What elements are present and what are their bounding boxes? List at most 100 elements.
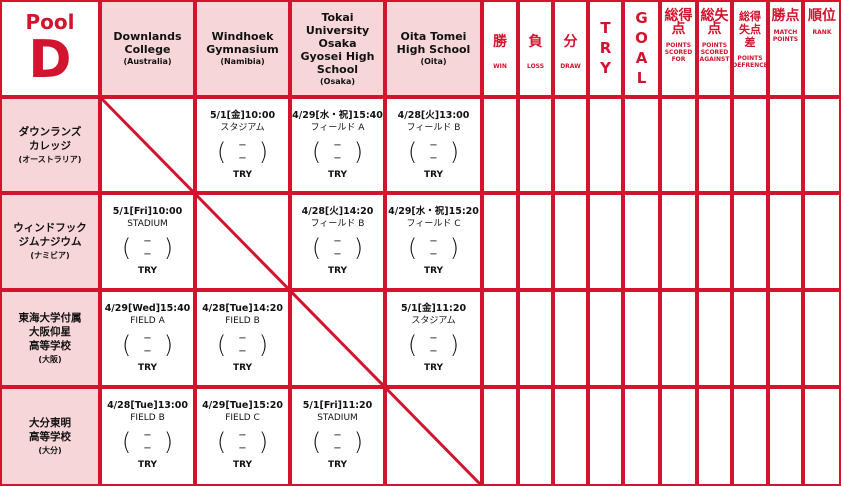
stat-cell (699, 99, 730, 191)
paren-open: ( (311, 138, 322, 166)
row-name: 大阪仰星 (29, 326, 71, 338)
stat-header: 勝点 MATCH POINTS (770, 2, 801, 95)
score: (− −) (122, 429, 173, 455)
match-date: 4/29[水・祝]15:20 (388, 206, 479, 217)
row-name: ウィンドフック (13, 222, 87, 234)
paren-close: ) (258, 138, 269, 166)
stat-header: 順位 RANK (805, 2, 839, 95)
paren-close: ) (353, 138, 364, 166)
stat-en: POINTS SCORED AGAINST (699, 42, 730, 63)
try-label: TRY (423, 170, 444, 180)
paren-open: ( (311, 234, 322, 262)
score-dashes: − − (238, 429, 246, 455)
dash: − (143, 430, 152, 441)
self-cell (197, 195, 288, 288)
stat-en: WIN (493, 63, 507, 70)
dash: − (333, 249, 342, 260)
score-dashes: − − (143, 235, 151, 261)
try-label: TRY (137, 460, 158, 470)
team-name: Windhoek Gymnasium (206, 30, 279, 56)
stat-header: 勝 WIN (484, 2, 516, 95)
dash: − (429, 153, 438, 164)
stat-cell (520, 389, 551, 484)
stat-cell (699, 195, 730, 288)
match-venue: FIELD B (130, 413, 165, 423)
try-label: TRY (232, 170, 253, 180)
match-venue: FIELD B (225, 316, 260, 326)
paren-close: ) (449, 138, 460, 166)
match-venue: STADIUM (317, 413, 358, 423)
stat-en: RANK (812, 29, 832, 36)
score: (− −) (408, 235, 459, 261)
dash: − (238, 443, 247, 454)
stat-cell (555, 292, 586, 385)
paren-open: ( (121, 428, 132, 456)
stat-cell (805, 195, 839, 288)
stat-header: 総失点 POINTS SCORED AGAINST (699, 2, 730, 95)
stat-cell (699, 292, 730, 385)
paren-close: ) (258, 331, 269, 359)
stat-kanji: 負 (528, 34, 543, 50)
dash: − (333, 430, 342, 441)
stat-header: 総得失点差 POINTS DEFRENCE (732, 2, 768, 95)
stat-header: GOAL (625, 2, 658, 95)
match-date: 4/28[Tue]13:00 (107, 400, 188, 411)
dash: − (429, 140, 438, 151)
score: (− −) (217, 429, 268, 455)
match-cell: 5/1[金]10:00 スタジアム(− −) TRY (197, 99, 288, 191)
stat-kanji: 総得失点差 (739, 10, 761, 49)
score-dashes: − − (429, 139, 437, 165)
score: (− −) (408, 139, 459, 165)
stat-kanji: 順位 (808, 8, 836, 24)
match-cell: 5/1[Fri]10:00 STADIUM(− −) TRY (102, 195, 193, 288)
dash: − (238, 430, 247, 441)
score: (− −) (408, 332, 459, 358)
team-header: Downlands College (Australia) (102, 2, 193, 95)
paren-close: ) (258, 428, 269, 456)
score: (− −) (312, 429, 363, 455)
self-cell (387, 389, 480, 484)
match-date: 5/1[Fri]10:00 (112, 206, 183, 217)
row-name: カレッジ (29, 139, 71, 152)
match-date: 4/29[水・祝]15:40 (292, 110, 383, 121)
stat-cell (484, 292, 516, 385)
dash: − (143, 346, 152, 357)
paren-close: ) (449, 331, 460, 359)
try-label: TRY (232, 363, 253, 373)
dash: − (143, 236, 152, 247)
match-venue: フィールド B (310, 219, 365, 229)
stat-en: POINTS DEFRENCE (732, 55, 768, 69)
match-date: 5/1[Fri]11:20 (302, 400, 373, 411)
stat-cell (555, 389, 586, 484)
try-label: TRY (137, 363, 158, 373)
team-header: Tokai University Osaka Gyosei High Schoo… (292, 2, 383, 95)
stat-en: POINTS SCORED FOR (664, 42, 693, 63)
stat-cell (805, 99, 839, 191)
dash: − (429, 346, 438, 357)
stat-cell (662, 389, 695, 484)
paren-open: ( (216, 428, 227, 456)
stat-cell (555, 195, 586, 288)
self-cell (292, 292, 383, 385)
stat-cell (770, 99, 801, 191)
score-dashes: − − (143, 332, 151, 358)
score-dashes: − − (333, 235, 341, 261)
stat-header: TRY (590, 2, 621, 95)
paren-open: ( (121, 331, 132, 359)
stat-cell (805, 292, 839, 385)
dash: − (143, 249, 152, 260)
team-name: Downlands College (113, 30, 182, 56)
match-date: 4/28[火]14:20 (301, 206, 374, 217)
match-cell: 4/28[火]13:00 フィールド B(− −) TRY (387, 99, 480, 191)
paren-close: ) (163, 428, 174, 456)
row-sub: (オーストラリア) (18, 154, 82, 164)
stat-en: DRAW (560, 63, 581, 70)
stat-cell (625, 99, 658, 191)
score: (− −) (312, 139, 363, 165)
match-cell: 5/1[金]11:20 スタジアム(− −) TRY (387, 292, 480, 385)
dash: − (333, 140, 342, 151)
stat-cell (484, 195, 516, 288)
stat-cell (734, 99, 766, 191)
dash: − (143, 333, 152, 344)
match-cell: 4/29[Tue]15:20 FIELD C(− −) TRY (197, 389, 288, 484)
